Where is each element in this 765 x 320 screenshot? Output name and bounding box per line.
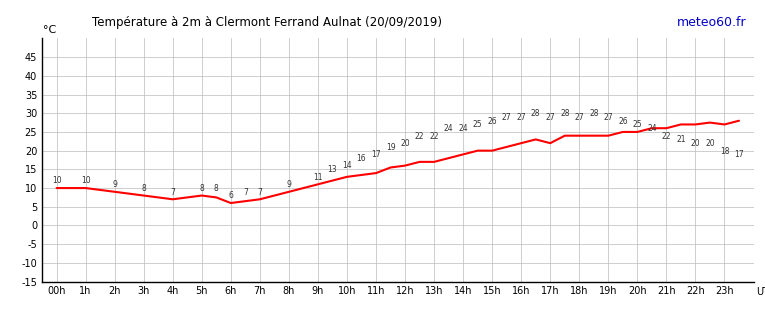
Text: 27: 27 xyxy=(545,113,555,122)
Text: 14: 14 xyxy=(342,162,352,171)
Text: 28: 28 xyxy=(560,109,569,118)
Text: °C: °C xyxy=(43,25,56,36)
Text: 9: 9 xyxy=(286,180,291,189)
Text: 22: 22 xyxy=(415,132,425,140)
Text: 20: 20 xyxy=(705,139,715,148)
Text: 17: 17 xyxy=(734,150,744,159)
Text: 7: 7 xyxy=(171,188,175,197)
Text: 27: 27 xyxy=(575,113,584,122)
Text: 22: 22 xyxy=(662,132,671,140)
Text: 26: 26 xyxy=(487,116,497,125)
Text: 24: 24 xyxy=(647,124,656,133)
Text: 8: 8 xyxy=(200,184,204,193)
Text: 13: 13 xyxy=(327,165,337,174)
Text: 17: 17 xyxy=(371,150,381,159)
Text: 27: 27 xyxy=(516,113,526,122)
Text: 8: 8 xyxy=(142,184,146,193)
Text: UTC: UTC xyxy=(757,287,765,297)
Text: 20: 20 xyxy=(691,139,700,148)
Text: 10: 10 xyxy=(81,176,90,186)
Text: 7: 7 xyxy=(243,188,248,197)
Text: 24: 24 xyxy=(458,124,468,133)
Text: 16: 16 xyxy=(356,154,366,163)
Text: Température à 2m à Clermont Ferrand Aulnat (20/09/2019): Température à 2m à Clermont Ferrand Auln… xyxy=(92,16,442,29)
Text: 26: 26 xyxy=(618,116,627,125)
Text: 6: 6 xyxy=(229,191,233,200)
Text: 9: 9 xyxy=(112,180,117,189)
Text: 27: 27 xyxy=(604,113,613,122)
Text: 18: 18 xyxy=(720,147,729,156)
Text: 25: 25 xyxy=(633,120,642,129)
Text: 11: 11 xyxy=(313,173,323,182)
Text: 21: 21 xyxy=(676,135,685,144)
Text: 20: 20 xyxy=(400,139,410,148)
Text: 8: 8 xyxy=(214,184,219,193)
Text: 27: 27 xyxy=(502,113,512,122)
Text: meteo60.fr: meteo60.fr xyxy=(677,16,747,29)
Text: 7: 7 xyxy=(258,188,262,197)
Text: 19: 19 xyxy=(386,143,396,152)
Text: 24: 24 xyxy=(444,124,454,133)
Text: 28: 28 xyxy=(531,109,541,118)
Text: 10: 10 xyxy=(52,176,61,186)
Text: 28: 28 xyxy=(589,109,598,118)
Text: 25: 25 xyxy=(473,120,483,129)
Text: 22: 22 xyxy=(429,132,439,140)
